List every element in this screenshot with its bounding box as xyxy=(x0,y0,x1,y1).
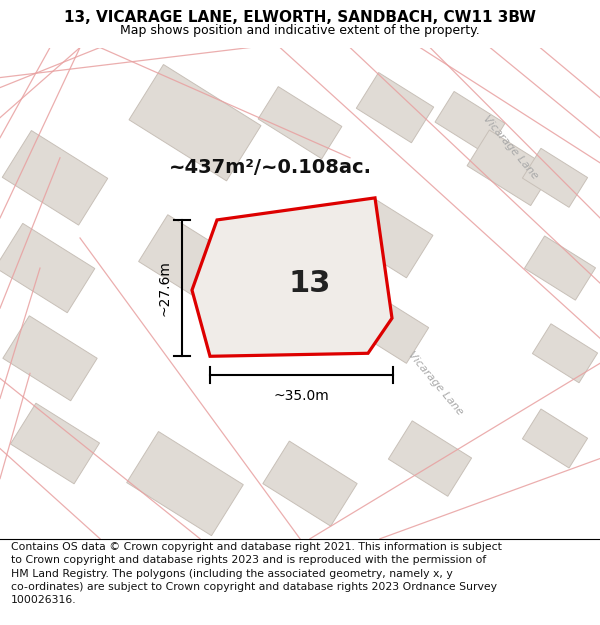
Polygon shape xyxy=(258,87,342,159)
Polygon shape xyxy=(467,130,553,206)
Polygon shape xyxy=(139,215,232,301)
Polygon shape xyxy=(388,421,472,496)
Polygon shape xyxy=(435,91,505,154)
Polygon shape xyxy=(523,148,587,208)
Polygon shape xyxy=(0,48,180,88)
Text: Vicarage Lane: Vicarage Lane xyxy=(481,114,539,181)
Text: Contains OS data © Crown copyright and database right 2021. This information is : Contains OS data © Crown copyright and d… xyxy=(11,542,502,605)
Polygon shape xyxy=(3,316,97,401)
Polygon shape xyxy=(0,223,95,312)
Text: Vicarage Lane: Vicarage Lane xyxy=(406,349,464,417)
Polygon shape xyxy=(385,48,600,218)
Text: 13: 13 xyxy=(289,269,331,298)
Polygon shape xyxy=(532,324,598,382)
Polygon shape xyxy=(129,64,261,181)
Text: ~35.0m: ~35.0m xyxy=(274,389,329,403)
Polygon shape xyxy=(524,236,596,300)
Polygon shape xyxy=(356,72,434,142)
Polygon shape xyxy=(352,293,428,363)
Text: 13, VICARAGE LANE, ELWORTH, SANDBACH, CW11 3BW: 13, VICARAGE LANE, ELWORTH, SANDBACH, CW… xyxy=(64,11,536,26)
Polygon shape xyxy=(523,409,587,468)
Text: ~27.6m: ~27.6m xyxy=(158,260,172,316)
Polygon shape xyxy=(192,198,392,356)
Polygon shape xyxy=(10,403,100,484)
Polygon shape xyxy=(2,131,108,225)
Text: ~437m²/~0.108ac.: ~437m²/~0.108ac. xyxy=(169,158,371,177)
Polygon shape xyxy=(347,198,433,278)
Polygon shape xyxy=(263,441,357,526)
Text: Map shows position and indicative extent of the property.: Map shows position and indicative extent… xyxy=(120,24,480,37)
Polygon shape xyxy=(310,368,600,539)
Polygon shape xyxy=(127,431,243,536)
